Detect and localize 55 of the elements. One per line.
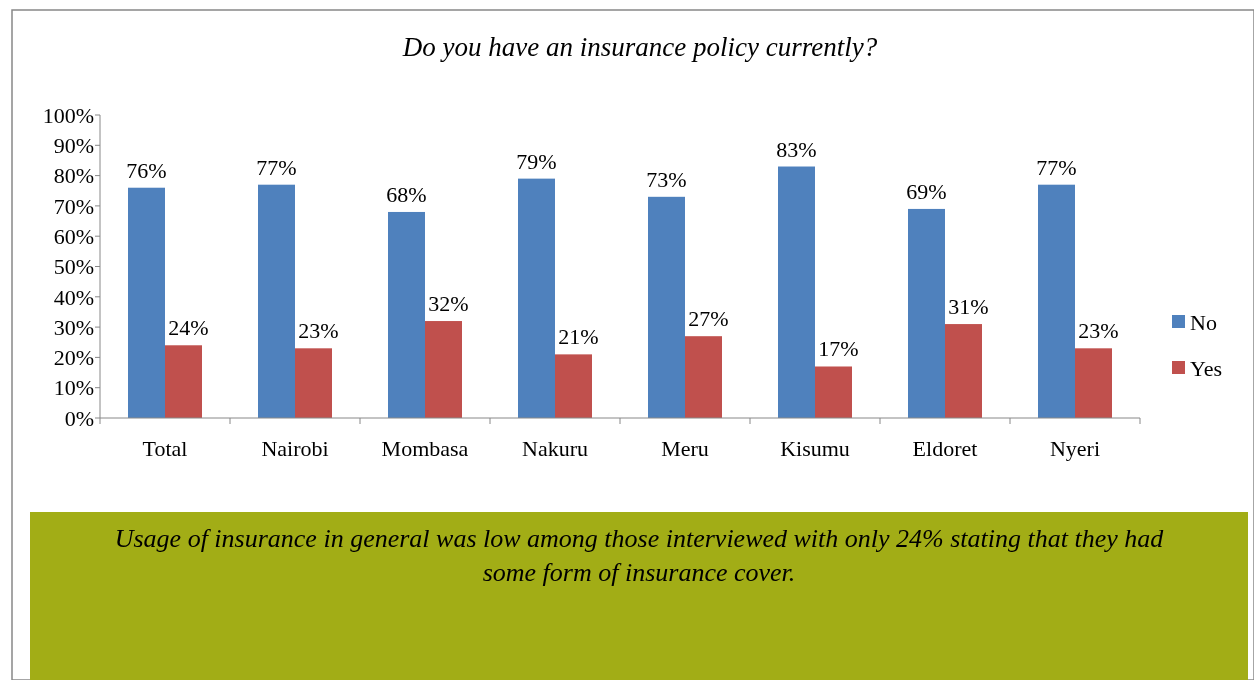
bar	[295, 348, 332, 418]
x-tick-label: Nakuru	[522, 436, 588, 461]
x-tick-label: Nyeri	[1049, 436, 1101, 461]
data-label: 21%	[558, 324, 599, 350]
y-tick-label: 20%	[53, 345, 94, 371]
y-tick-label: 80%	[53, 163, 94, 189]
bar	[1038, 184, 1075, 418]
x-tick-label: Mombasa	[381, 436, 469, 461]
bar	[258, 184, 295, 418]
bar	[648, 196, 685, 418]
bar	[685, 336, 722, 418]
data-label: 31%	[948, 294, 989, 320]
data-label: 27%	[688, 306, 729, 332]
bar	[425, 321, 462, 418]
x-tick-label: Total	[142, 436, 188, 461]
data-label: 76%	[126, 157, 167, 183]
y-tick-label: 10%	[53, 375, 94, 401]
bar	[388, 211, 425, 418]
data-label: 23%	[298, 318, 339, 344]
legend-label: No	[1190, 309, 1217, 335]
chart-title: Do you have an insurance policy currently?	[401, 32, 878, 62]
y-tick-label: 0%	[64, 405, 94, 431]
data-label: 23%	[1078, 318, 1119, 344]
y-tick-label: 40%	[53, 284, 94, 310]
data-label: 79%	[516, 148, 557, 174]
legend-label: Yes	[1190, 355, 1223, 381]
data-label: 83%	[776, 136, 817, 162]
bar	[908, 208, 945, 418]
bar	[815, 366, 852, 418]
bar	[518, 178, 555, 418]
bar	[778, 166, 815, 418]
y-tick-label: 70%	[53, 193, 94, 219]
y-tick-label: 90%	[53, 133, 94, 158]
text: Usage of insurance in general was low among those interviewed with only 24% stating that they had some form of insurance cover.	[30, 512, 1248, 680]
bar	[1075, 348, 1112, 418]
y-tick-label: 50%	[53, 254, 94, 280]
x-tick-label: Kisumu	[780, 436, 850, 461]
data-label: 17%	[818, 336, 859, 362]
data-label: 24%	[168, 315, 209, 341]
y-tick-label: 30%	[53, 314, 94, 340]
bar	[945, 324, 982, 418]
data-label: 32%	[428, 291, 469, 317]
bar	[165, 345, 202, 418]
bar	[128, 187, 165, 418]
y-tick-label: 100%	[42, 102, 94, 128]
data-label: 69%	[906, 178, 947, 204]
x-tick-label: Meru	[661, 436, 709, 461]
x-tick-label: Eldoret	[912, 436, 978, 461]
y-tick-label: 60%	[53, 223, 94, 249]
bar	[555, 354, 592, 418]
data-label: 73%	[646, 166, 687, 192]
data-label: 68%	[386, 181, 427, 207]
data-label: 77%	[256, 154, 297, 180]
x-tick-label: Nairobi	[261, 436, 329, 461]
data-label: 77%	[1036, 154, 1077, 180]
